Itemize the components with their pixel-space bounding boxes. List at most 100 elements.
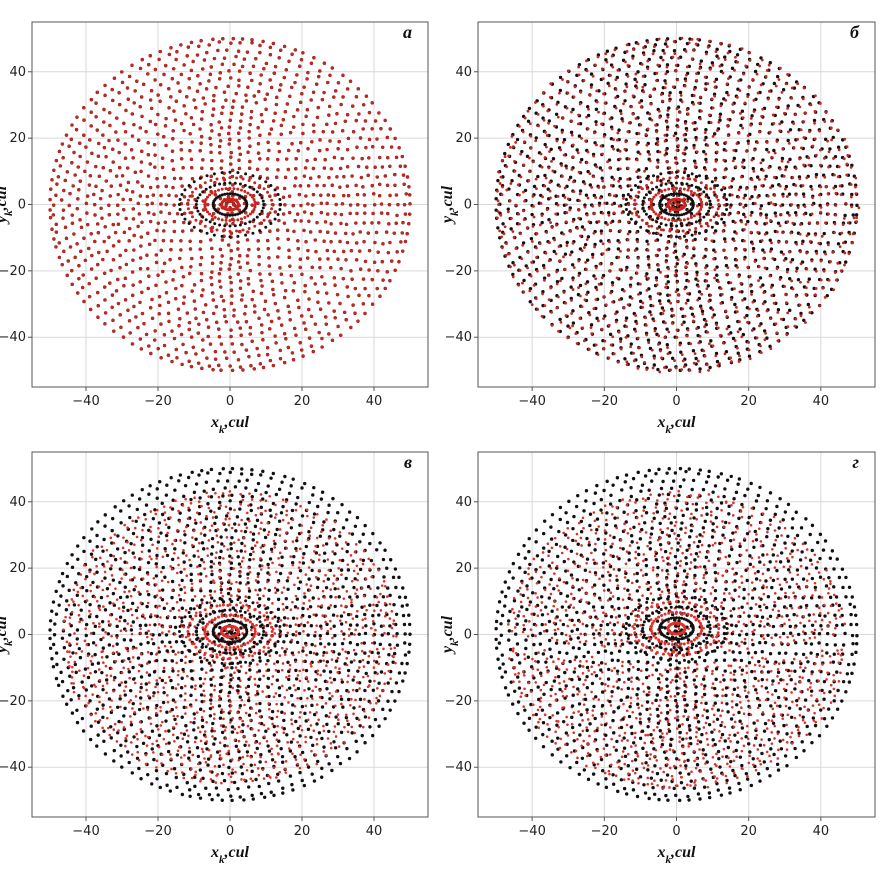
point-black bbox=[633, 77, 637, 82]
point-center bbox=[204, 187, 208, 191]
point-red bbox=[149, 219, 153, 224]
point-red bbox=[711, 135, 715, 138]
point-red bbox=[145, 203, 149, 207]
point-center bbox=[258, 229, 262, 233]
point-red bbox=[585, 293, 589, 296]
point-red bbox=[782, 259, 786, 262]
point-red bbox=[332, 249, 336, 254]
point-red bbox=[675, 281, 679, 284]
point-red bbox=[703, 75, 707, 79]
point-red bbox=[253, 304, 257, 308]
point-center bbox=[213, 189, 217, 193]
point-red bbox=[115, 174, 119, 178]
point-red bbox=[105, 249, 109, 253]
point-red bbox=[136, 224, 140, 229]
point-red bbox=[211, 298, 215, 302]
point-red bbox=[733, 287, 736, 291]
point-red bbox=[201, 348, 205, 352]
point-red bbox=[239, 279, 243, 283]
point-black bbox=[780, 156, 785, 161]
point-red bbox=[99, 206, 103, 210]
point-red bbox=[114, 289, 119, 293]
point-red bbox=[371, 211, 375, 216]
point-red bbox=[405, 232, 409, 236]
point-red bbox=[126, 180, 131, 185]
point-red bbox=[770, 294, 774, 298]
point-center bbox=[264, 180, 268, 184]
point-red bbox=[204, 87, 209, 91]
point-red bbox=[393, 172, 397, 177]
point-red bbox=[140, 149, 144, 153]
point-red bbox=[299, 203, 303, 208]
point-red bbox=[162, 333, 167, 337]
point-red bbox=[132, 101, 136, 105]
point-red bbox=[162, 229, 166, 233]
point-red bbox=[681, 151, 685, 155]
point-red bbox=[665, 160, 669, 164]
point-center bbox=[210, 214, 214, 218]
point-red bbox=[158, 99, 162, 103]
point-red bbox=[188, 149, 192, 153]
point-red bbox=[747, 307, 751, 311]
point-red bbox=[171, 278, 175, 282]
point-center bbox=[209, 179, 213, 183]
point-red bbox=[372, 192, 376, 196]
point-red bbox=[604, 303, 608, 307]
point-red bbox=[832, 186, 836, 190]
point-red bbox=[664, 82, 668, 85]
point-red bbox=[685, 139, 688, 143]
point-red bbox=[663, 133, 667, 137]
point-red bbox=[318, 149, 322, 153]
point-red bbox=[270, 85, 274, 90]
point-red bbox=[164, 64, 168, 68]
point-red bbox=[81, 273, 85, 277]
point-red bbox=[576, 122, 580, 126]
point-red bbox=[682, 133, 686, 137]
point-red bbox=[346, 294, 350, 299]
point-red bbox=[385, 270, 389, 274]
point-red bbox=[158, 303, 162, 307]
point-red bbox=[120, 70, 124, 74]
point-red bbox=[285, 102, 289, 106]
point-red bbox=[276, 255, 280, 259]
point-red bbox=[193, 307, 197, 311]
point-red bbox=[56, 175, 60, 179]
point-red bbox=[209, 150, 213, 154]
point-center bbox=[260, 209, 264, 213]
point-red bbox=[738, 112, 742, 115]
point-red bbox=[153, 67, 157, 72]
point-red bbox=[118, 102, 122, 107]
point-red bbox=[752, 110, 756, 113]
point-black bbox=[801, 192, 806, 196]
point-red bbox=[757, 178, 761, 181]
point-red bbox=[259, 113, 264, 117]
point-red bbox=[354, 118, 358, 123]
point-red bbox=[149, 89, 154, 93]
point-red bbox=[103, 93, 107, 97]
point-red bbox=[94, 115, 98, 119]
point-red bbox=[623, 147, 627, 151]
point-red bbox=[765, 221, 769, 225]
point-red bbox=[179, 72, 183, 77]
point-red bbox=[834, 213, 838, 217]
point-red bbox=[550, 226, 554, 229]
point-red bbox=[664, 247, 668, 251]
point-red bbox=[299, 219, 303, 223]
point-red bbox=[571, 288, 575, 291]
point-red bbox=[89, 98, 93, 102]
point-black bbox=[629, 342, 633, 346]
point-red bbox=[212, 99, 216, 103]
point-center bbox=[190, 190, 194, 194]
point-red bbox=[573, 85, 577, 89]
point-red bbox=[656, 292, 660, 295]
point-red bbox=[782, 111, 786, 115]
point-red bbox=[388, 193, 392, 198]
point-red bbox=[816, 222, 819, 225]
point-red bbox=[306, 202, 310, 206]
point-red bbox=[659, 270, 662, 274]
point-red bbox=[743, 316, 747, 319]
point-red bbox=[655, 283, 659, 287]
point-red bbox=[61, 208, 66, 212]
point-red bbox=[826, 192, 830, 196]
point-red bbox=[201, 288, 205, 292]
